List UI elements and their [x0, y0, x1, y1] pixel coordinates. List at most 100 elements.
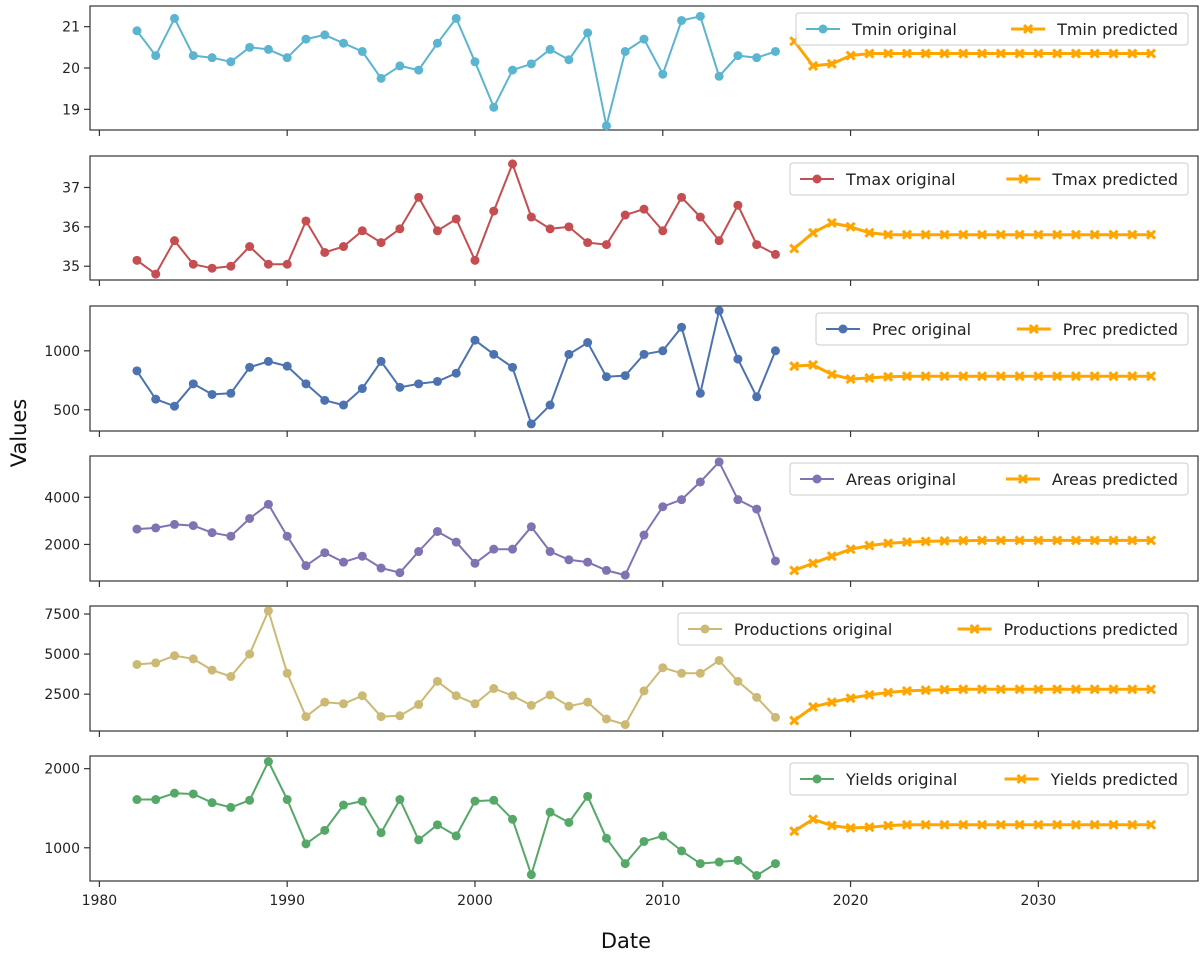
data-point: [301, 379, 311, 389]
data-point: [976, 229, 988, 240]
data-point: [207, 263, 217, 273]
data-point: [1145, 48, 1157, 59]
data-point: [901, 819, 912, 830]
data-point: [733, 51, 743, 61]
series-areas-predicted: [789, 535, 1157, 576]
data-point: [357, 796, 367, 806]
data-point: [545, 690, 555, 700]
legend-label: Productions original: [734, 620, 892, 639]
data-point: [770, 46, 780, 56]
data-point: [1127, 229, 1138, 240]
data-point: [451, 13, 461, 23]
data-point: [1089, 48, 1100, 59]
data-point: [789, 565, 800, 576]
data-point: [526, 419, 536, 429]
data-point: [845, 50, 856, 61]
data-point: [188, 654, 198, 664]
data-point: [207, 53, 217, 63]
data-point: [132, 524, 142, 534]
data-point: [188, 521, 198, 531]
legend-marker: [838, 324, 848, 334]
data-point: [432, 226, 442, 236]
data-point: [376, 712, 386, 722]
data-point: [282, 795, 292, 805]
y-axis-label: Values: [7, 399, 31, 468]
data-point: [752, 240, 762, 250]
data-point: [976, 684, 988, 695]
data-point: [263, 259, 273, 269]
legend-box: [789, 162, 1189, 196]
data-point: [695, 212, 705, 222]
data-point: [1108, 535, 1119, 546]
data-point: [958, 371, 969, 382]
data-point: [151, 523, 161, 533]
data-point: [677, 192, 687, 202]
data-point: [752, 870, 762, 880]
data-point: [282, 53, 292, 63]
data-point: [845, 822, 856, 834]
series-tmax-predicted: [789, 217, 1157, 254]
data-point: [920, 229, 931, 240]
data-point: [432, 376, 442, 386]
legend-box: [815, 312, 1189, 346]
data-point: [995, 684, 1006, 695]
series-yields-original: [132, 757, 780, 880]
data-point: [357, 691, 367, 701]
data-point: [470, 57, 480, 67]
x-tick-label: 1990: [269, 893, 305, 909]
data-point: [1033, 229, 1044, 240]
series-line: [793, 687, 1152, 722]
data-point: [1014, 48, 1025, 59]
data-point: [1033, 371, 1044, 382]
data-point: [545, 400, 555, 410]
series-productions-original: [132, 606, 780, 730]
data-point: [489, 349, 499, 359]
data-point: [508, 362, 518, 372]
data-point: [1014, 535, 1025, 546]
data-point: [677, 668, 687, 678]
x-tick-label: 2000: [457, 893, 493, 909]
data-point: [620, 210, 630, 220]
data-point: [263, 606, 273, 616]
data-point: [1070, 684, 1081, 695]
data-point: [601, 833, 611, 843]
data-point: [826, 369, 837, 380]
data-point: [939, 48, 950, 59]
data-point: [939, 371, 950, 382]
y-tick-label: 500: [53, 403, 80, 419]
data-point: [207, 528, 217, 538]
y-tick-label: 2000: [44, 537, 80, 553]
legend-box: [789, 462, 1189, 496]
data-point: [864, 372, 875, 383]
data-point: [1070, 535, 1081, 546]
data-point: [901, 48, 912, 59]
series-yields-predicted: [789, 814, 1157, 837]
data-point: [470, 558, 480, 568]
data-point: [639, 204, 649, 214]
data-point: [714, 655, 724, 665]
data-point: [1052, 535, 1063, 546]
data-point: [601, 240, 611, 250]
data-point: [357, 551, 367, 561]
series-line: [794, 363, 1152, 381]
data-point: [489, 544, 499, 554]
data-point: [883, 538, 894, 549]
data-point: [1070, 819, 1081, 830]
data-point: [414, 547, 424, 557]
y-tick-label: 2500: [44, 687, 80, 703]
data-point: [733, 855, 743, 865]
series-tmax-original: [132, 159, 780, 279]
data-point: [282, 361, 292, 371]
data-point: [432, 38, 442, 48]
data-point: [958, 819, 969, 830]
data-point: [1033, 819, 1044, 830]
legend-label: Tmax predicted: [1051, 170, 1178, 189]
data-point: [545, 44, 555, 54]
data-point: [995, 229, 1006, 240]
data-point: [320, 825, 330, 835]
data-point: [1070, 48, 1081, 59]
data-point: [939, 819, 950, 830]
data-point: [920, 536, 931, 547]
legend: Tmax original Tmax predicted: [789, 162, 1189, 196]
